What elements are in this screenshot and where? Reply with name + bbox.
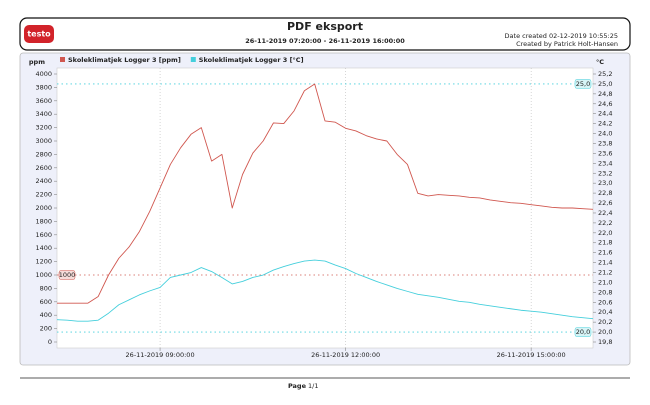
reference-label: 20,0 [576, 328, 590, 336]
legend-label: Skoleklimatjek Logger 3 [°C] [199, 56, 304, 64]
y-tick-label: 600 [40, 298, 52, 306]
y2-tick-label: 20,6 [598, 298, 612, 306]
y2-tick-label: 22,0 [598, 229, 612, 237]
y2-axis-label: °C [596, 58, 604, 66]
y2-tick-label: 22,4 [598, 209, 612, 217]
y2-tick-label: 21,8 [598, 239, 612, 247]
legend-swatch [190, 57, 196, 62]
y2-tick-label: 21,2 [598, 269, 612, 277]
y2-tick-label: 20,0 [598, 328, 612, 336]
logo: testo [27, 30, 51, 39]
y-tick-label: 2800 [35, 150, 52, 158]
y-tick-label: 4000 [35, 70, 52, 78]
x-tick-label: 26-11-2019 09:00:00 [126, 351, 195, 359]
y2-tick-label: 23,0 [598, 179, 612, 187]
y2-tick-label: 24,4 [598, 110, 612, 118]
y2-tick-label: 20,4 [598, 308, 612, 316]
y-tick-label: 1400 [35, 244, 52, 252]
y-tick-label: 1000 [35, 271, 52, 279]
y-tick-label: 3400 [35, 110, 52, 118]
chart: ppm °C 0 200 400 600 800 1000 1200 1400 1600 1800 20… [29, 56, 613, 359]
y2-tick-label: 24,2 [598, 120, 612, 128]
reference-label: 25,0 [576, 80, 590, 88]
footer-label: Page [288, 382, 307, 390]
series-line [57, 83, 594, 304]
y-tick-label: 3800 [35, 83, 52, 91]
y2-tick-label: 21,0 [598, 278, 612, 286]
y-tick-label: 2000 [35, 204, 52, 212]
y-tick-label: 1800 [35, 217, 52, 225]
x-tick-label: 26-11-2019 15:00:00 [497, 351, 566, 359]
y2-tick-label: 23,6 [598, 149, 612, 157]
y-tick-label: 3200 [35, 124, 52, 132]
y-tick-label: 2600 [35, 164, 52, 172]
y2-tick-label: 25,2 [598, 70, 612, 78]
y2-tick-label: 24,6 [598, 100, 612, 108]
y2-tick-label: 25,0 [598, 80, 612, 88]
reference-badge [58, 270, 76, 280]
y2-tick-label: 21,6 [598, 249, 612, 257]
y2-tick-label: 22,6 [598, 199, 612, 207]
y2-tick-label: 19,8 [598, 338, 612, 346]
legend-label: Skoleklimatjek Logger 3 [ppm] [68, 56, 181, 64]
y-tick-label: 1200 [35, 258, 52, 266]
plot-area [56, 67, 594, 349]
subtitle: 26-11-2019 07:20:00 - 26-11-2019 16:00:0… [245, 37, 405, 45]
header-box [19, 17, 631, 51]
y2-tick-label: 24,0 [598, 130, 612, 138]
y2-tick-label: 22,8 [598, 189, 612, 197]
y2-tick-label: 23,2 [598, 169, 612, 177]
y-tick-label: 400 [40, 311, 52, 319]
y-tick-label: 1600 [35, 231, 52, 239]
y-tick-label: 3600 [35, 97, 52, 105]
series-line [56, 259, 594, 322]
reference-label: 1000 [59, 271, 76, 279]
y2-tick-label: 21,4 [598, 259, 612, 267]
title: PDF eksport [287, 20, 363, 33]
footer-page: 1/1 [308, 382, 318, 390]
x-tick-label: 26-11-2019 12:00:00 [311, 351, 380, 359]
reference-badge [574, 327, 592, 337]
date-created: Date created 02-12-2019 10:55:25 [505, 32, 618, 40]
y2-tick-label: 24,8 [598, 90, 612, 98]
y-tick-label: 2400 [35, 177, 52, 185]
y-tick-label: 200 [40, 325, 52, 333]
y2-tick-label: 23,4 [598, 159, 612, 167]
y2-tick-label: 23,8 [598, 139, 612, 147]
logo-box [24, 25, 54, 43]
y2-tick-label: 22,2 [598, 219, 612, 227]
y-tick-label: 2200 [35, 191, 52, 199]
y-tick-label: 0 [48, 338, 52, 346]
created-by: Created by Patrick Holt-Hansen [516, 40, 618, 48]
y2-tick-label: 20,2 [598, 318, 612, 326]
reference-badge [574, 79, 592, 89]
y2-tick-label: 20,8 [598, 288, 612, 296]
legend-swatch [60, 57, 65, 62]
y-tick-label: 3000 [35, 137, 52, 145]
y-axis-label: ppm [29, 58, 45, 66]
y-tick-label: 800 [40, 284, 52, 292]
